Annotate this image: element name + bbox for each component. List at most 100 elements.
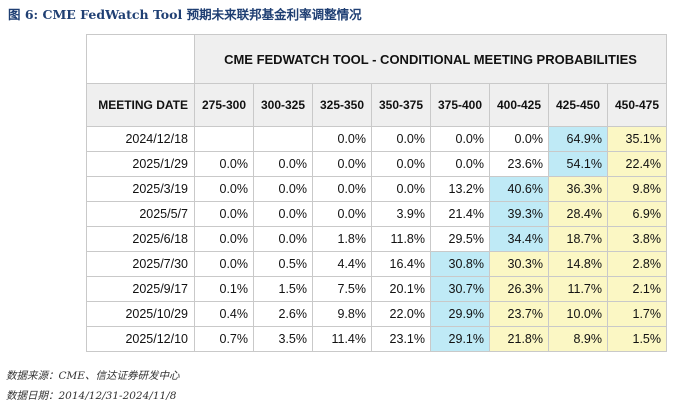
probability-table-container: CME FEDWATCH TOOL - CONDITIONAL MEETING …: [86, 34, 667, 352]
table-row: 2025/7/30 0.0% 0.5% 4.4% 16.4% 30.8% 30.3% 14.8…: [86, 251, 667, 277]
probability-cell: 6.9%: [607, 201, 667, 227]
probability-cell: 2.8%: [607, 251, 667, 277]
probability-cell: 14.8%: [548, 251, 608, 277]
probability-cell: 16.4%: [371, 251, 431, 277]
probability-cell: 29.1%: [430, 326, 490, 352]
column-header-row: MEETING DATE 275-300 300-325 325-350 350…: [86, 83, 667, 127]
column-header-275-300: 275-300: [194, 83, 254, 127]
probability-cell: 18.7%: [548, 226, 608, 252]
probability-cell: 0.0%: [312, 176, 372, 202]
probability-cell: 0.0%: [312, 126, 372, 152]
probability-cell: 0.5%: [253, 251, 313, 277]
probability-cell: 0.0%: [371, 126, 431, 152]
probability-cell: 0.0%: [489, 126, 549, 152]
probability-cell: [253, 126, 313, 152]
table-row: 2025/1/29 0.0% 0.0% 0.0% 0.0% 0.0% 23.6% 54.1% 2…: [86, 151, 667, 177]
table-row: 2025/5/7 0.0% 0.0% 0.0% 3.9% 21.4% 39.3% 28.4% 6…: [86, 201, 667, 227]
table-row: 2024/12/18 0.0% 0.0% 0.0% 0.0% 64.9% 35.1%: [86, 126, 667, 152]
data-source-note: 数据来源：CME、信达证券研发中心: [6, 370, 180, 382]
probability-cell: 9.8%: [607, 176, 667, 202]
probability-cell: 8.9%: [548, 326, 608, 352]
probability-cell: 30.3%: [489, 251, 549, 277]
probability-cell: 0.0%: [371, 151, 431, 177]
probability-cell: 1.5%: [253, 276, 313, 302]
probability-cell: 40.6%: [489, 176, 549, 202]
probability-cell: 0.0%: [253, 201, 313, 227]
probability-cell: 1.8%: [312, 226, 372, 252]
column-header-450-475: 450-475: [607, 83, 667, 127]
meeting-date-cell: 2025/5/7: [86, 201, 195, 227]
probability-cell: 3.5%: [253, 326, 313, 352]
data-date-note: 数据日期：2014/12/31-2024/11/8: [6, 390, 177, 402]
probability-cell: 36.3%: [548, 176, 608, 202]
probability-cell: 2.6%: [253, 301, 313, 327]
probability-cell: 28.4%: [548, 201, 608, 227]
column-header-425-450: 425-450: [548, 83, 608, 127]
probability-cell: 23.1%: [371, 326, 431, 352]
probability-cell: 30.8%: [430, 251, 490, 277]
column-header-meeting-date: MEETING DATE: [86, 83, 195, 127]
table-title: CME FEDWATCH TOOL - CONDITIONAL MEETING …: [194, 34, 667, 84]
meeting-date-cell: 2025/10/29: [86, 301, 195, 327]
probability-cell: 13.2%: [430, 176, 490, 202]
meeting-date-cell: 2025/1/29: [86, 151, 195, 177]
probability-cell: 30.7%: [430, 276, 490, 302]
probability-cell: 0.1%: [194, 276, 254, 302]
probability-table: CME FEDWATCH TOOL - CONDITIONAL MEETING …: [86, 34, 667, 352]
probability-cell: [194, 126, 254, 152]
probability-cell: 21.4%: [430, 201, 490, 227]
figure-title: 图 6: CME FedWatch Tool 预期未来联邦基金利率调整情况: [8, 7, 362, 22]
probability-cell: 0.0%: [253, 176, 313, 202]
probability-cell: 0.0%: [371, 176, 431, 202]
probability-cell: 0.0%: [430, 126, 490, 152]
table-body: 2024/12/18 0.0% 0.0% 0.0% 0.0% 64.9% 35.1% 2025…: [86, 126, 667, 352]
meeting-date-cell: 2025/9/17: [86, 276, 195, 302]
meeting-date-cell: 2025/3/19: [86, 176, 195, 202]
probability-cell: 7.5%: [312, 276, 372, 302]
table-title-row: CME FEDWATCH TOOL - CONDITIONAL MEETING …: [86, 34, 667, 84]
meeting-date-cell: 2025/12/10: [86, 326, 195, 352]
probability-cell: 0.0%: [194, 251, 254, 277]
table-row: 2025/12/10 0.7% 3.5% 11.4% 23.1% 29.1% 21.8% 8.…: [86, 326, 667, 352]
probability-cell: 11.4%: [312, 326, 372, 352]
probability-cell: 1.5%: [607, 326, 667, 352]
table-row: 2025/9/17 0.1% 1.5% 7.5% 20.1% 30.7% 26.3% 11.7…: [86, 276, 667, 302]
probability-cell: 23.7%: [489, 301, 549, 327]
table-row: 2025/10/29 0.4% 2.6% 9.8% 22.0% 29.9% 23.7% 10.…: [86, 301, 667, 327]
meeting-date-cell: 2024/12/18: [86, 126, 195, 152]
meeting-date-cell: 2025/6/18: [86, 226, 195, 252]
probability-cell: 0.0%: [430, 151, 490, 177]
probability-cell: 0.7%: [194, 326, 254, 352]
probability-cell: 11.7%: [548, 276, 608, 302]
probability-cell: 29.9%: [430, 301, 490, 327]
probability-cell: 0.0%: [194, 201, 254, 227]
column-header-400-425: 400-425: [489, 83, 549, 127]
probability-cell: 4.4%: [312, 251, 372, 277]
probability-cell: 0.0%: [312, 201, 372, 227]
probability-cell: 0.4%: [194, 301, 254, 327]
probability-cell: 0.0%: [253, 151, 313, 177]
probability-cell: 22.4%: [607, 151, 667, 177]
probability-cell: 0.0%: [194, 151, 254, 177]
probability-cell: 20.1%: [371, 276, 431, 302]
meeting-date-cell: 2025/7/30: [86, 251, 195, 277]
probability-cell: 9.8%: [312, 301, 372, 327]
probability-cell: 10.0%: [548, 301, 608, 327]
probability-cell: 1.7%: [607, 301, 667, 327]
probability-cell: 21.8%: [489, 326, 549, 352]
probability-cell: 11.8%: [371, 226, 431, 252]
probability-cell: 26.3%: [489, 276, 549, 302]
probability-cell: 29.5%: [430, 226, 490, 252]
probability-cell: 23.6%: [489, 151, 549, 177]
column-header-350-375: 350-375: [371, 83, 431, 127]
probability-cell: 22.0%: [371, 301, 431, 327]
probability-cell: 64.9%: [548, 126, 608, 152]
table-row: 2025/6/18 0.0% 0.0% 1.8% 11.8% 29.5% 34.4% 18.7…: [86, 226, 667, 252]
probability-cell: 3.9%: [371, 201, 431, 227]
column-header-325-350: 325-350: [312, 83, 372, 127]
probability-cell: 3.8%: [607, 226, 667, 252]
probability-cell: 0.0%: [194, 226, 254, 252]
probability-cell: 34.4%: [489, 226, 549, 252]
probability-cell: 0.0%: [253, 226, 313, 252]
column-header-375-400: 375-400: [430, 83, 490, 127]
